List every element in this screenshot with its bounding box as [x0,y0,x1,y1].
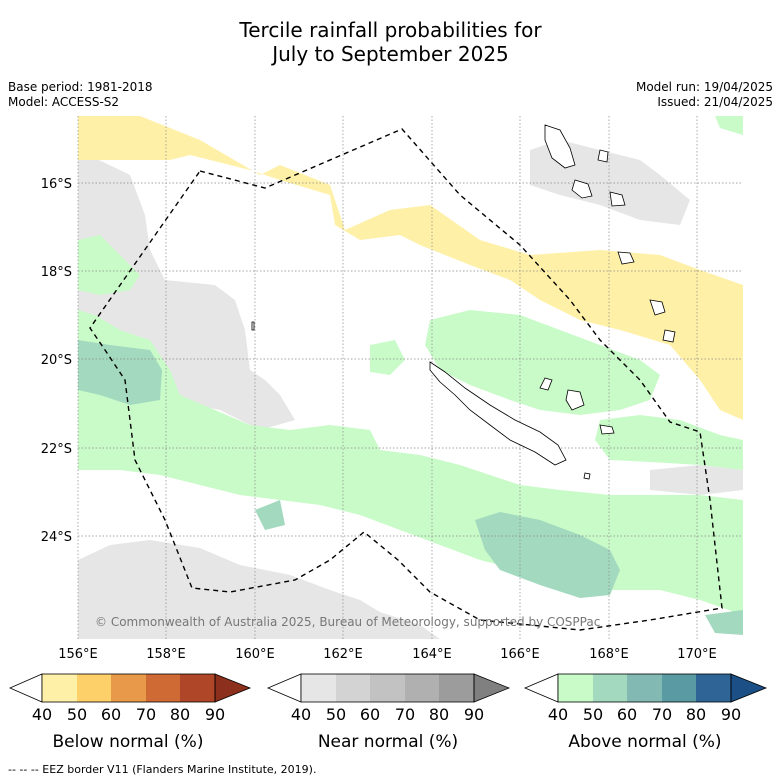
island-small-1 [251,321,255,331]
model-name: Model: ACCESS-S2 [8,95,120,109]
near-normal-region-south [78,540,440,639]
below-tick: 80 [170,705,190,724]
colorbar-above [523,673,768,703]
lon-label-156e: 156°E [58,647,98,662]
vanuatu-erromango [649,299,666,316]
vanuatu-malekula [571,179,593,199]
near-tick: 40 [291,705,311,724]
eez-footnote: -- -- -- EEZ border V11 (Flanders Marine… [8,763,317,776]
above-normal-region-50-se [705,610,743,635]
copyright-notice: © Commonwealth of Australia 2025, Bureau… [95,615,600,629]
colorbar-near [266,673,511,703]
issued-date: Issued: 21/04/2025 [657,95,773,109]
lon-label-166e: 166°E [500,647,540,662]
colorbar-near-label: Near normal (%) [318,732,458,752]
lat-label-16s: 16°S [41,177,72,192]
lon-label-162e: 162°E [323,647,363,662]
below-tick: 70 [136,705,156,724]
lat-label-20s: 20°S [41,353,72,368]
title-line-2: July to September 2025 [272,42,509,66]
lon-label-158e: 158°E [146,647,186,662]
lat-label-18s: 18°S [41,265,72,280]
above-normal-region-main [78,235,140,295]
near-normal-region-west [78,150,295,430]
loyalty-mare [599,424,615,435]
below-tick: 40 [32,705,52,724]
island-small-2 [583,472,591,480]
run-info: Model run: 19/04/2025 Issued: 21/04/2025 [636,80,773,110]
above-normal-region-northeast [715,116,743,135]
gridlines [77,116,743,639]
vanuatu-pentecost [597,149,609,163]
near-tick: 50 [326,705,346,724]
above-normal-region-50-south [475,512,620,598]
near-normal-region-east [650,465,743,495]
below-tick: 50 [67,705,87,724]
above-tick: 60 [617,705,637,724]
below-tick: 60 [101,705,121,724]
page-title: Tercile rainfall probabilities for July … [0,18,781,66]
above-normal-region-small [370,340,405,375]
loyalty-ouvea [539,377,553,391]
above-tick: 80 [686,705,706,724]
vanuatu-efate [609,191,626,207]
lat-label-22s: 22°S [41,442,72,457]
above-tick: 70 [652,705,672,724]
vanuatu-espiritu-santo [544,124,576,169]
above-tick: 40 [548,705,568,724]
eez-border [89,128,723,631]
lon-label-160e: 160°E [235,647,275,662]
lon-label-168e: 168°E [589,647,629,662]
base-period: Base period: 1981-2018 [8,80,153,94]
above-normal-region-east [425,310,660,415]
lon-label-164e: 164°E [412,647,452,662]
vanuatu-tanna [617,251,635,265]
island-small-east [662,329,676,343]
near-tick: 90 [464,705,484,724]
near-tick: 60 [360,705,380,724]
colorbar-below-label: Below normal (%) [53,732,204,752]
model-info: Base period: 1981-2018 Model: ACCESS-S2 [8,80,153,110]
near-tick: 80 [429,705,449,724]
above-normal-region-50-small [255,500,285,530]
near-tick: 70 [395,705,415,724]
lat-label-24s: 24°S [41,530,72,545]
lon-label-170e: 170°E [677,647,717,662]
model-run-date: Model run: 19/04/2025 [635,80,773,94]
title-line-1: Tercile rainfall probabilities for [239,18,542,42]
loyalty-lifou [565,389,585,411]
probability-shading [78,116,743,639]
islands [251,124,676,480]
above-normal-region-eastlow [595,415,743,470]
below-tick: 90 [205,705,225,724]
colorbar-below [9,673,252,703]
above-tick: 90 [721,705,741,724]
below-normal-region-north [78,116,743,420]
new-caledonia [429,361,567,466]
colorbar-above-label: Above normal (%) [568,732,721,752]
above-tick: 50 [583,705,603,724]
